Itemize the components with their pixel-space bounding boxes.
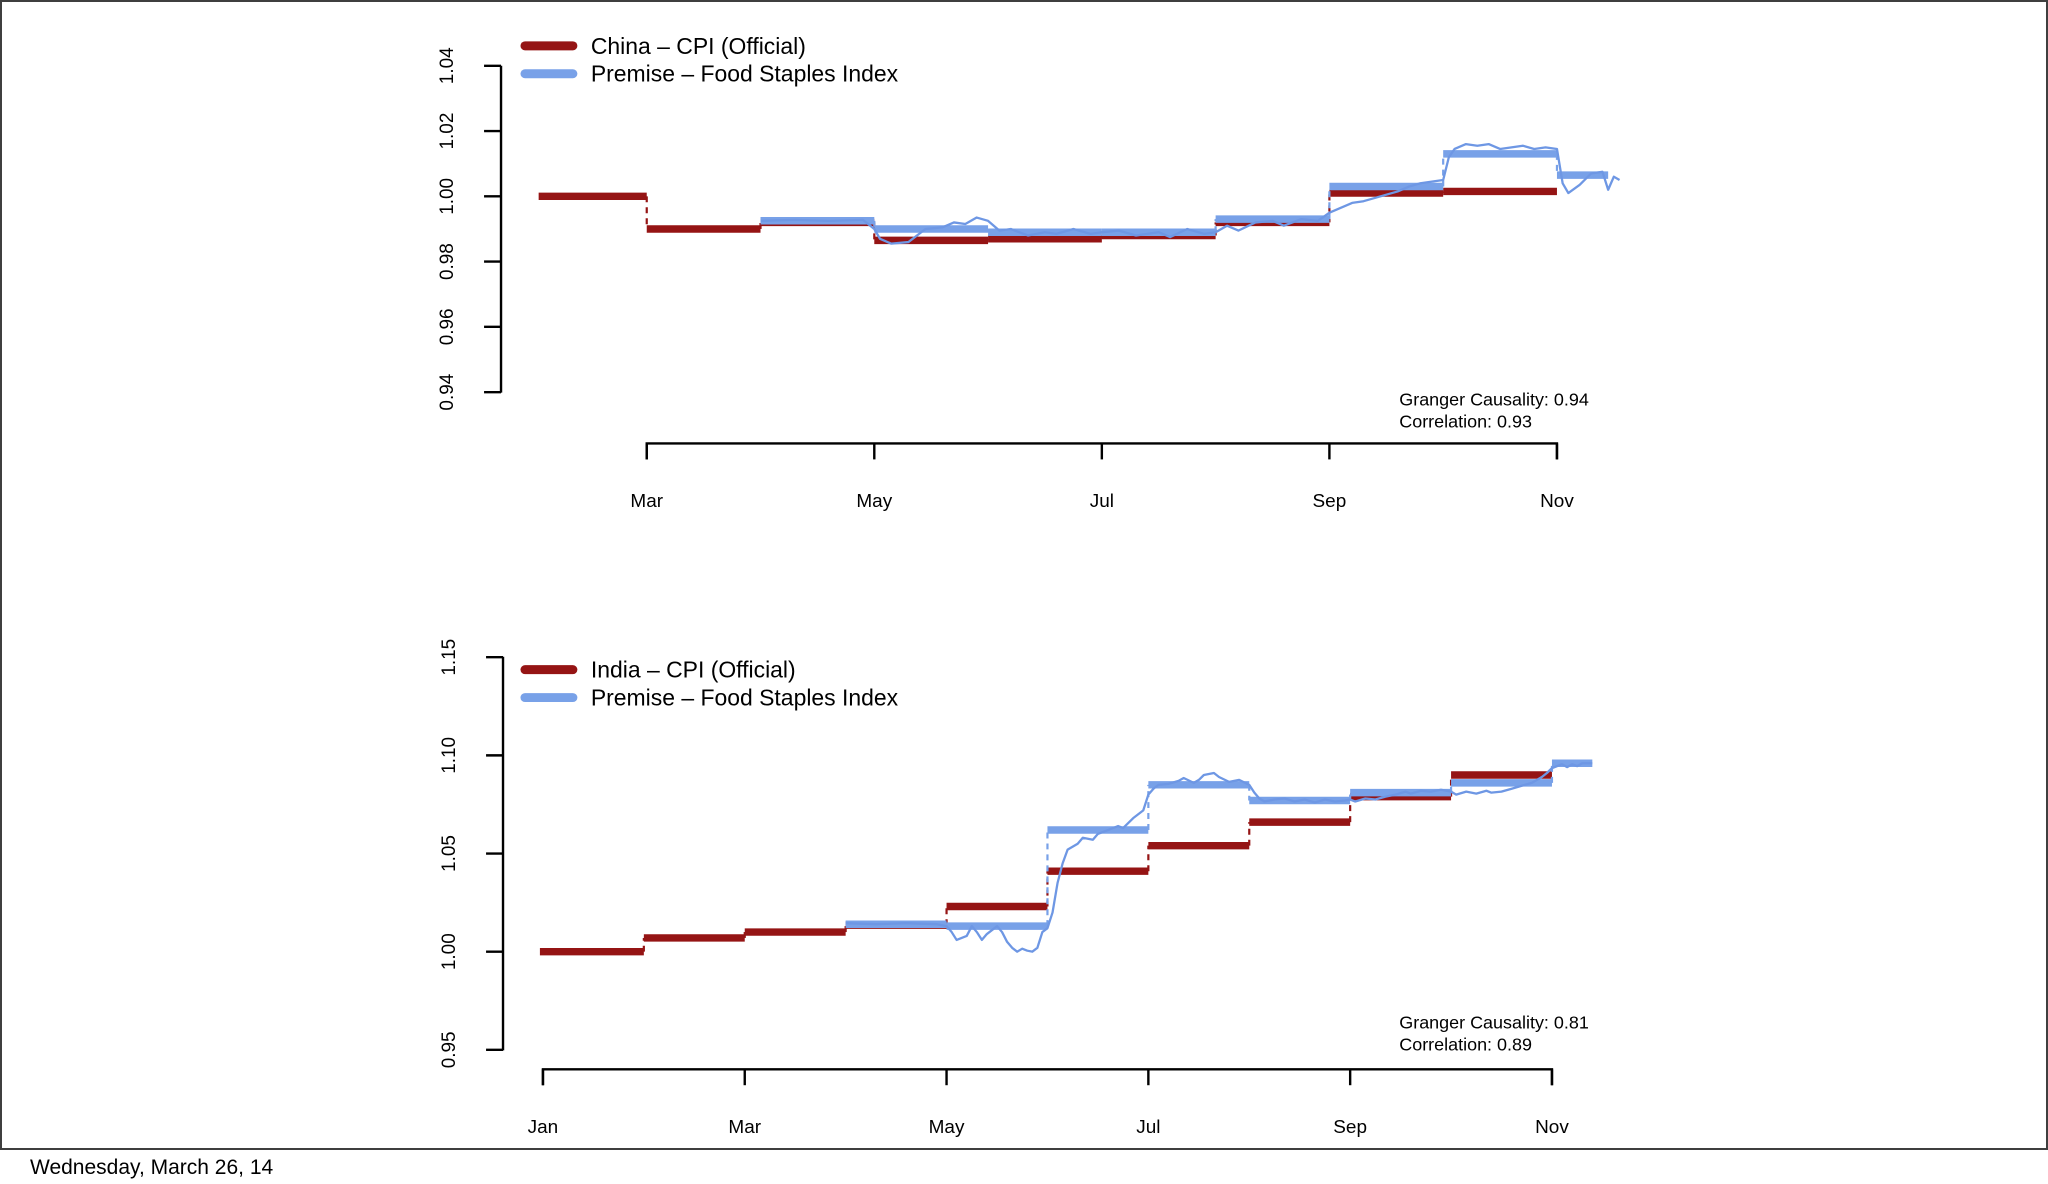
y-tick-label: 0.98 [437,243,458,280]
y-axis: 1.15 1.10 1.05 1.00 0.95 [439,639,505,1068]
y-axis: 1.04 1.02 1.00 0.98 0.96 0.94 [437,47,503,411]
stats-line: Granger Causality: 0.81 [1399,1012,1589,1032]
y-tick-label: 1.05 [439,835,460,872]
x-axis: Jan Mar May Jul Sep Nov [528,1068,1569,1138]
legend-label: China – CPI (Official) [591,33,806,59]
slide: 1.04 1.02 1.00 0.98 0.96 0.94 Mar May Jul Sep Nov C… [0,0,2048,1150]
y-tick-label: 0.96 [437,308,458,345]
series-premise-daily [760,142,1621,245]
x-tick-label: Sep [1333,1117,1367,1138]
x-tick-label: May [856,491,892,512]
slide-footer: Wednesday, March 26, 14 [30,1156,273,1180]
charts-canvas: 1.04 1.02 1.00 0.98 0.96 0.94 Mar May Jul Sep Nov C… [437,33,1621,1138]
x-tick-label: Nov [1540,491,1574,512]
stats-line: Correlation: 0.89 [1399,1034,1532,1054]
x-tick-label: Jan [528,1117,559,1138]
y-tick-label: 1.10 [439,737,460,774]
footer-date: Wednesday, March 26, 14 [30,1156,274,1179]
stats-line: Granger Causality: 0.94 [1399,390,1589,410]
y-tick-label: 0.95 [439,1031,460,1068]
x-tick-label: Jul [1090,491,1114,512]
y-tick-label: 1.04 [437,47,458,84]
chart-china: 1.04 1.02 1.00 0.98 0.96 0.94 Mar May Jul Sep Nov C… [437,33,1621,512]
legend-label: Premise – Food Staples Index [591,685,899,711]
x-tick-label: Mar [630,491,663,512]
series-premise-daily [845,762,1593,953]
y-tick-label: 0.94 [437,374,458,411]
x-tick-label: May [929,1117,965,1138]
y-tick-label: 1.15 [439,639,460,676]
y-tick-label: 1.02 [437,113,458,150]
x-tick-label: Sep [1313,491,1347,512]
y-tick-label: 1.00 [439,933,460,970]
y-tick-label: 1.00 [437,178,458,215]
legend-label: India – CPI (Official) [591,657,796,683]
legend: India – CPI (Official)Premise – Food Sta… [520,657,899,711]
x-tick-label: Nov [1535,1117,1569,1138]
legend-label: Premise – Food Staples Index [591,61,899,87]
chart-india: 1.15 1.10 1.05 1.00 0.95 Jan Mar May Jul Sep Nov In… [439,639,1593,1138]
x-tick-label: Mar [728,1117,761,1138]
stats-line: Correlation: 0.93 [1399,412,1532,432]
daily-line [845,762,1593,953]
daily-line [760,142,1621,245]
legend: China – CPI (Official)Premise – Food Sta… [520,33,899,87]
x-tick-label: Jul [1136,1117,1160,1138]
x-axis: Mar May Jul Sep Nov [630,442,1574,512]
